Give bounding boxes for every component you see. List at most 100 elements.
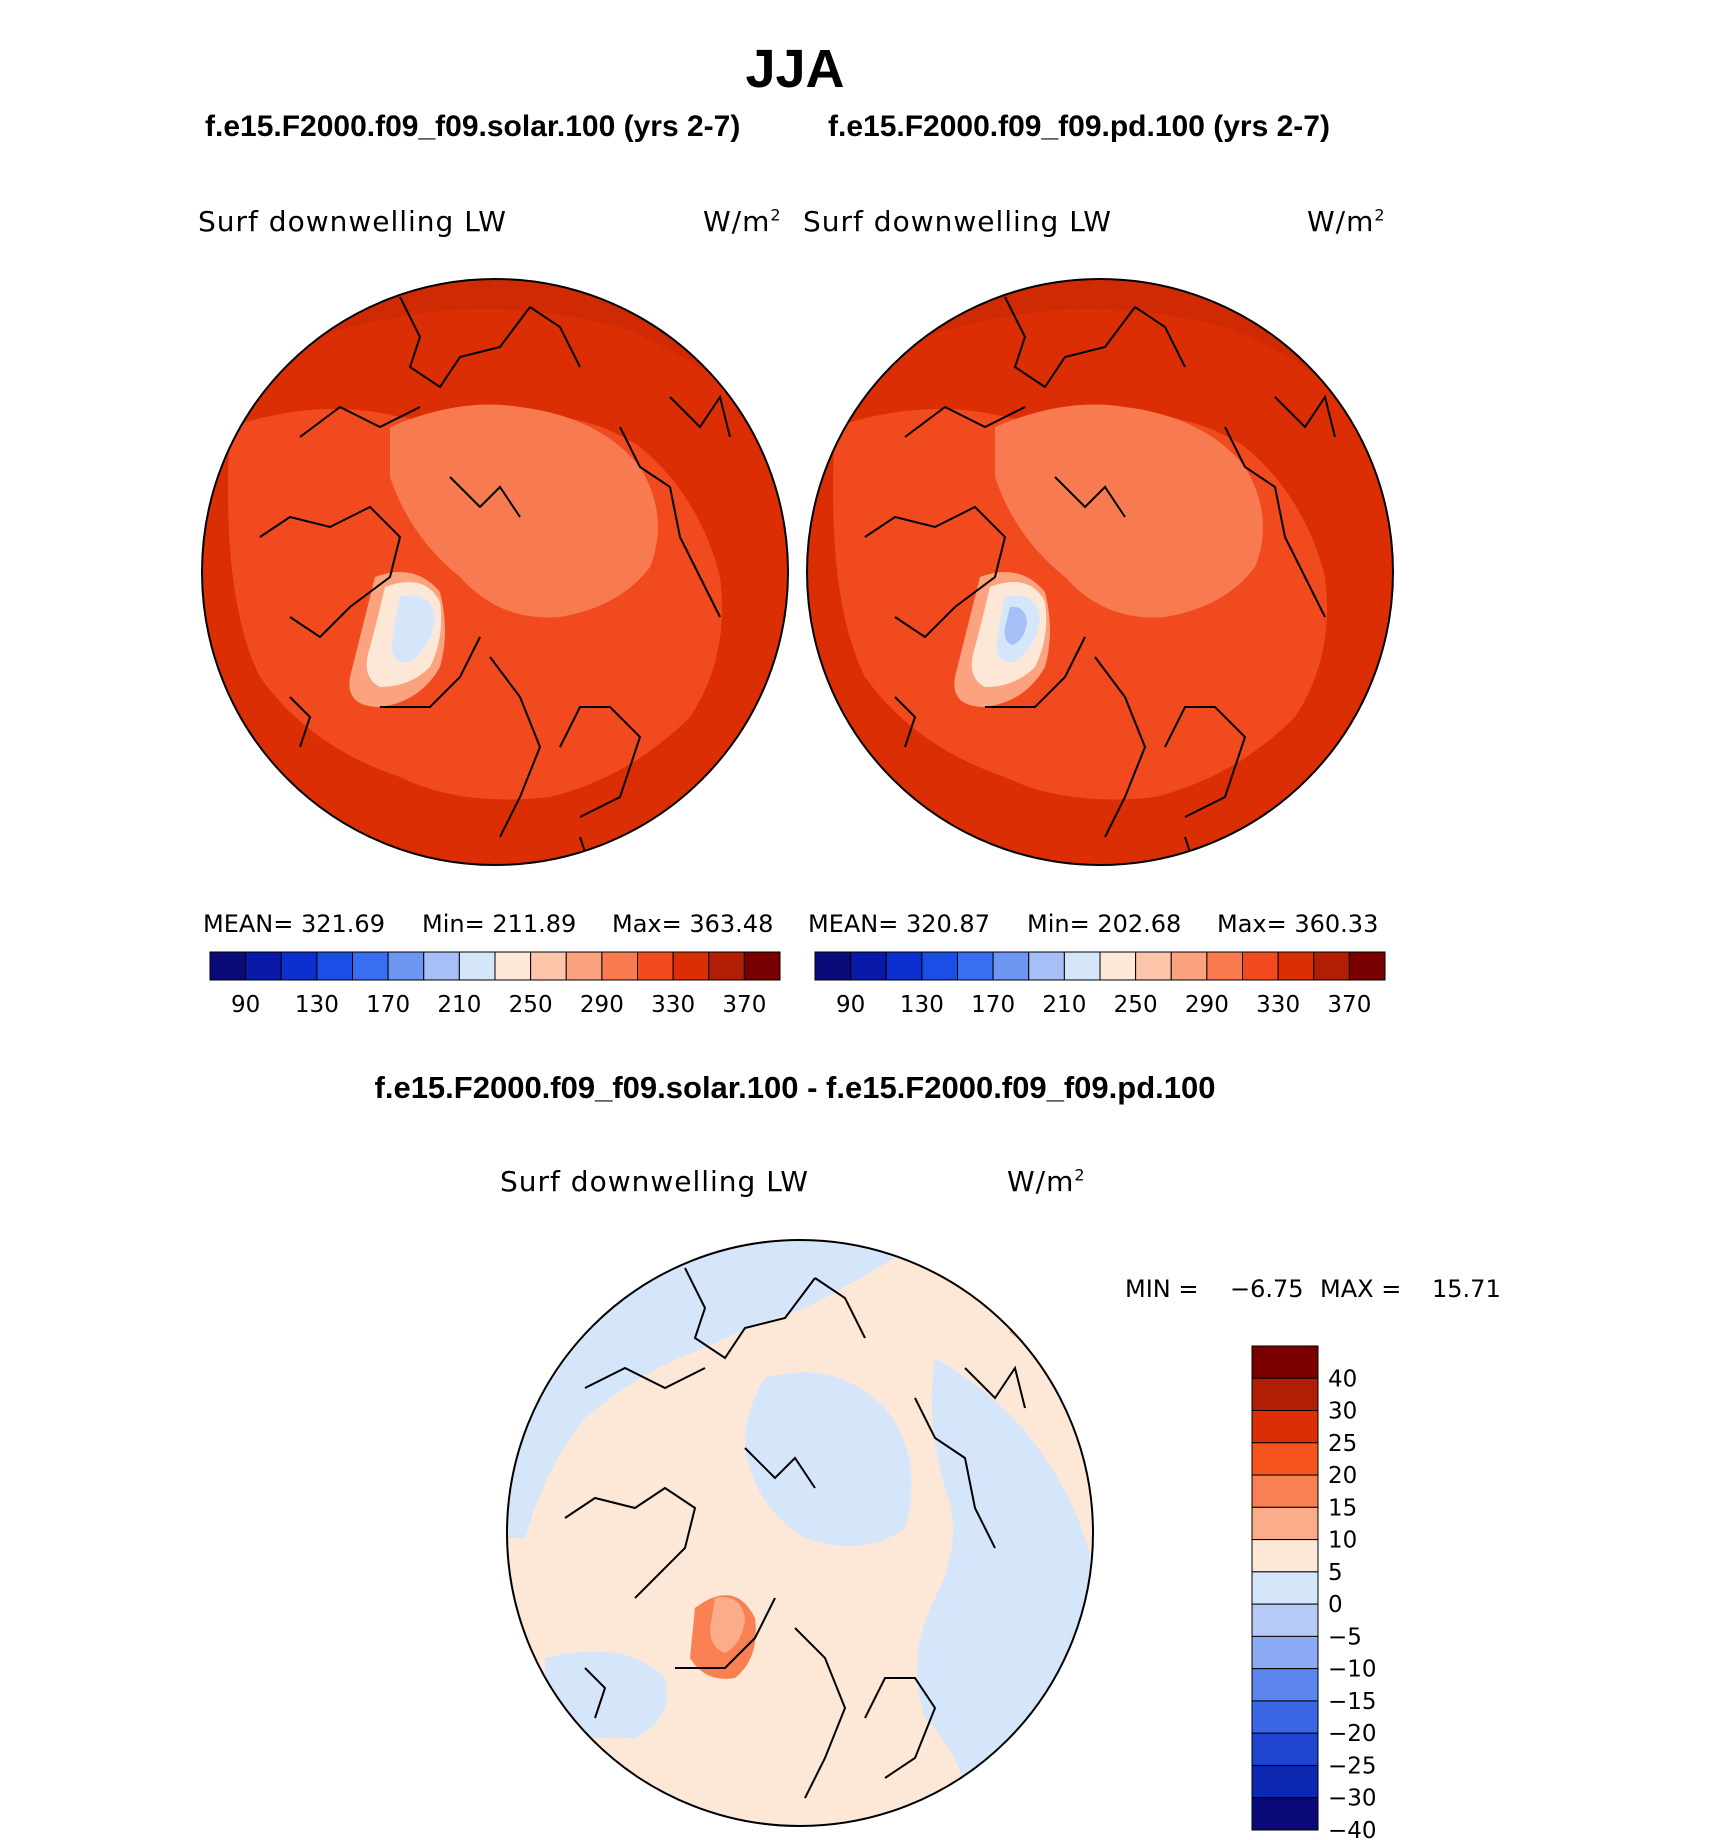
left-mean-stat: MEAN= 321.69	[203, 910, 385, 938]
diff-colorbar-tick-label: −40	[1328, 1818, 1377, 1840]
difference-polar-map	[506, 1239, 1094, 1827]
diff-colorbar-tick-label: −30	[1328, 1786, 1377, 1812]
diff-colorbar-box	[1251, 1635, 1319, 1670]
right-units-label: W/m2	[1307, 205, 1386, 238]
right-max-stat: Max= 360.33	[1217, 910, 1379, 938]
left-colorbar-box	[672, 951, 710, 981]
left-colorbar-box	[387, 951, 425, 981]
right-colorbar-tick-label: 290	[1185, 992, 1229, 1018]
right-map-region-arctic	[995, 404, 1263, 618]
right-map-region-greenland-min	[1004, 606, 1027, 645]
right-case-title: f.e15.F2000.f09_f09.pd.100 (yrs 2-7)	[828, 110, 1330, 143]
left-colorbar-box	[743, 951, 781, 981]
left-colorbar-tick-label: 290	[580, 992, 624, 1018]
diff-units-label: W/m2	[1007, 1165, 1086, 1198]
diff-map-region-greenland-peak	[710, 1597, 745, 1653]
right-colorbar-tick-label: 130	[900, 992, 944, 1018]
diff-colorbar-tick-label: −25	[1328, 1753, 1377, 1779]
difference-colorbar: 40 30 25 20 15 10 5 0 −5 −10 −15 −20 −25 −30 −40	[1251, 1345, 1377, 1840]
left-colorbar-box	[494, 951, 532, 981]
left-colorbar-box	[423, 951, 460, 981]
right-colorbar-tick-label: 370	[1327, 992, 1371, 1018]
right-colorbar-box	[992, 951, 1030, 981]
right-variable-label: Surf downwelling LW	[803, 205, 1112, 238]
diff-variable-label: Surf downwelling LW	[500, 1165, 809, 1198]
right-colorbar-box	[921, 951, 958, 981]
right-colorbar-box	[1242, 951, 1279, 981]
left-colorbar: 90 130 170 210 250 290 330 370	[209, 951, 781, 1018]
right-mean-stat: MEAN= 320.87	[808, 910, 990, 938]
left-colorbar-tick-label: 90	[231, 992, 260, 1018]
diff-max-label: MAX =	[1320, 1275, 1402, 1303]
diff-colorbar-box	[1251, 1410, 1319, 1444]
right-colorbar-box	[1135, 951, 1172, 981]
diff-colorbar-box	[1251, 1345, 1319, 1379]
right-colorbar-box	[814, 951, 852, 981]
right-colorbar-tick-label: 90	[836, 992, 865, 1018]
diff-colorbar-tick-label: 15	[1328, 1495, 1357, 1521]
left-colorbar-tick-label: 210	[437, 992, 481, 1018]
diff-colorbar-tick-label: −20	[1328, 1721, 1377, 1747]
figure-title: JJA	[745, 39, 845, 99]
diff-colorbar-box	[1251, 1506, 1319, 1541]
right-colorbar-box	[1099, 951, 1137, 981]
diff-colorbar-box	[1251, 1377, 1319, 1412]
diff-colorbar-box	[1251, 1700, 1319, 1734]
diff-map-region-west-negative	[507, 1240, 925, 1538]
diff-colorbar-tick-label: 20	[1328, 1463, 1357, 1489]
diff-colorbar-box	[1251, 1571, 1319, 1605]
right-colorbar-box	[1277, 951, 1315, 981]
left-min-stat: Min= 211.89	[422, 910, 577, 938]
diff-colorbar-box	[1251, 1539, 1319, 1573]
left-colorbar-box	[316, 951, 353, 981]
left-variable-label: Surf downwelling LW	[198, 205, 507, 238]
diff-colorbar-tick-label: 0	[1328, 1592, 1343, 1618]
left-colorbar-box	[280, 951, 318, 981]
diff-colorbar-tick-label: −10	[1328, 1657, 1377, 1683]
right-colorbar-box	[1313, 951, 1350, 981]
diff-colorbar-tick-label: −15	[1328, 1689, 1377, 1715]
right-colorbar-box	[1063, 951, 1101, 981]
diff-map-region-arctic-negative	[745, 1372, 912, 1546]
diff-colorbar-box	[1251, 1797, 1319, 1831]
right-colorbar-tick-label: 330	[1256, 992, 1300, 1018]
left-colorbar-tick-label: 250	[509, 992, 553, 1018]
right-min-stat: Min= 202.68	[1027, 910, 1182, 938]
right-colorbar-box	[1348, 951, 1386, 981]
right-map-outline	[806, 278, 1394, 866]
right-colorbar: 90 130 170 210 250 290 330 370	[814, 951, 1386, 1018]
right-colorbar-tick-label: 210	[1042, 992, 1086, 1018]
diff-colorbar-tick-label: 40	[1328, 1366, 1357, 1392]
left-colorbar-box	[601, 951, 638, 981]
right-colorbar-box	[1028, 951, 1065, 981]
left-colorbar-tick-label: 170	[366, 992, 410, 1018]
left-map-outline	[201, 278, 789, 866]
left-colorbar-box	[530, 951, 567, 981]
right-polar-map	[806, 278, 1394, 866]
left-map-region-greenland-core	[391, 595, 435, 663]
left-colorbar-box	[708, 951, 745, 981]
left-colorbar-box	[245, 951, 282, 981]
left-units-label: W/m2	[703, 205, 782, 238]
right-colorbar-box	[1206, 951, 1243, 981]
left-case-title: f.e15.F2000.f09_f09.solar.100 (yrs 2-7)	[205, 110, 741, 143]
left-map-region-arctic	[390, 404, 658, 618]
right-colorbar-box	[957, 951, 994, 981]
diff-min-value: −6.75	[1230, 1275, 1304, 1303]
diff-colorbar-box	[1251, 1442, 1319, 1476]
right-colorbar-tick-label: 250	[1114, 992, 1158, 1018]
diff-colorbar-tick-label: 30	[1328, 1399, 1357, 1425]
left-polar-map	[201, 278, 789, 866]
left-max-stat: Max= 363.48	[612, 910, 774, 938]
diff-colorbar-box	[1251, 1474, 1319, 1508]
left-colorbar-tick-label: 130	[295, 992, 339, 1018]
difference-title: f.e15.F2000.f09_f09.solar.100 - f.e15.F2…	[374, 1070, 1216, 1105]
diff-colorbar-tick-label: 5	[1328, 1560, 1343, 1586]
diff-map-outline	[506, 1239, 1094, 1827]
right-colorbar-tick-label: 170	[971, 992, 1015, 1018]
right-colorbar-box	[850, 951, 887, 981]
diff-colorbar-tick-label: −5	[1328, 1624, 1362, 1650]
diff-colorbar-box	[1251, 1668, 1319, 1702]
left-colorbar-box	[209, 951, 247, 981]
left-colorbar-box	[565, 951, 603, 981]
